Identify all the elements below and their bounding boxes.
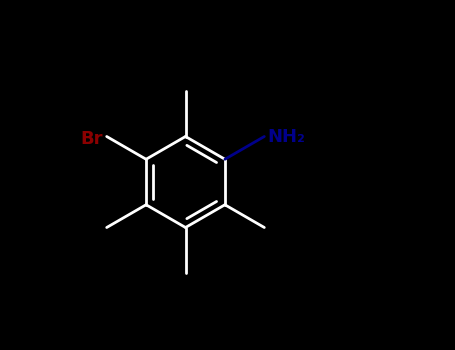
Text: Br: Br	[81, 130, 103, 148]
Text: NH₂: NH₂	[267, 127, 305, 146]
